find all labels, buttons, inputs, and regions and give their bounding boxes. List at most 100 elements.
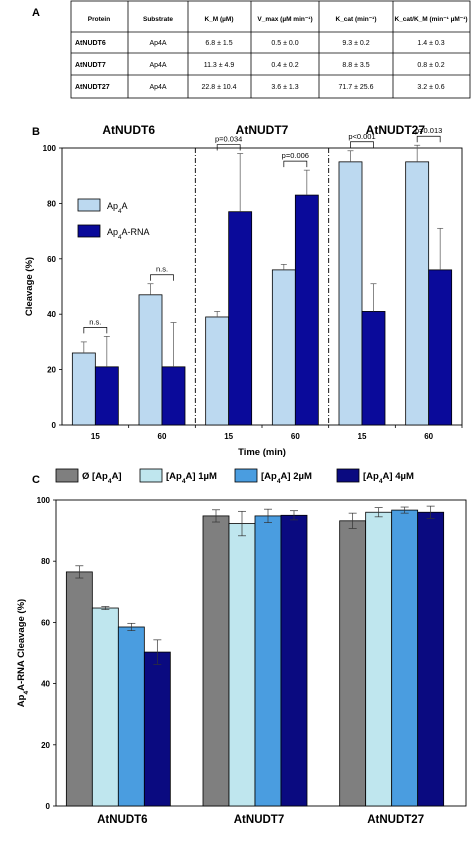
table-cell: 22.8 ± 10.4: [202, 84, 237, 91]
bar: [143, 651, 171, 807]
significance-bracket: [416, 135, 441, 143]
bar: [202, 515, 230, 807]
bar: [391, 509, 419, 807]
y-tick-label: 100: [43, 144, 57, 153]
legend-swatch: [77, 224, 101, 238]
p-value-label: n.s.: [89, 317, 101, 326]
table-cell: Ap4A: [149, 40, 166, 47]
bar: [161, 366, 186, 426]
x-tick-label: 60: [158, 432, 167, 441]
legend-label: [Ap4A] 4µM: [363, 471, 414, 485]
y-axis-label: Cleavage (%): [24, 257, 35, 316]
legend-swatch: [336, 468, 360, 483]
significance-bracket: [350, 141, 374, 148]
y-axis-label: Ap4A-RNA Cleavage (%): [16, 599, 30, 707]
y-tick-label: 60: [47, 255, 56, 264]
p-value-label: p=0.006: [282, 151, 309, 160]
x-tick-label: AtNUDT6: [97, 814, 147, 826]
bar: [117, 626, 145, 807]
legend-swatch: [234, 468, 258, 483]
bar: [65, 571, 93, 807]
legend-label: Ø [Ap4A]: [82, 471, 122, 485]
table-cell: 71.7 ± 25.6: [339, 84, 374, 91]
y-tick-label: 80: [41, 557, 50, 566]
group-title: AtNUDT6: [102, 123, 155, 137]
table-cell: 0.8 ± 0.2: [417, 62, 444, 69]
y-tick-label: 60: [41, 618, 50, 627]
table-cell: 3.6 ± 1.3: [271, 84, 298, 91]
bar: [365, 511, 393, 807]
y-tick-label: 20: [47, 366, 56, 375]
bar: [417, 511, 445, 807]
p-value-label: n.s.: [156, 265, 168, 274]
table-cell: 1.4 ± 0.3: [417, 40, 444, 47]
legend-label: [Ap4A] 1µM: [166, 471, 217, 485]
bar: [228, 523, 256, 807]
kinetics-table: Protein Substrate K_M (µM) V_max (µM min…: [70, 0, 471, 99]
bar: [428, 269, 453, 426]
bar: [271, 269, 296, 426]
significance-bracket: [216, 144, 241, 151]
x-tick-label: 60: [291, 432, 300, 441]
y-tick-label: 20: [41, 741, 50, 750]
table-cell: Ap4A: [149, 84, 166, 91]
panel-label-b: B: [32, 126, 40, 138]
group-title: AtNUDT27: [366, 123, 426, 137]
bar: [294, 194, 319, 426]
table-header: K_cat (min⁻¹): [336, 16, 377, 23]
table-border: [70, 0, 471, 99]
legend-swatch: [77, 198, 101, 212]
table-cell: 11.3 ± 4.9: [204, 62, 235, 69]
x-axis-label: Time (min): [238, 447, 286, 458]
table-cell: 9.3 ± 0.2: [342, 40, 369, 47]
table-cell: AtNUDT6: [75, 40, 106, 47]
significance-bracket: [283, 160, 308, 168]
x-tick-label: 15: [91, 432, 100, 441]
y-tick-label: 80: [47, 199, 56, 208]
bar: [361, 311, 386, 426]
p-value-label: p=0.034: [215, 135, 242, 144]
table-header: K_cat/K_M (min⁻¹ µM⁻¹): [394, 16, 467, 23]
table-cell: 0.4 ± 0.2: [271, 62, 298, 69]
table-header: V_max (µM min⁻¹): [257, 16, 312, 23]
legend-label: Ap4A: [107, 201, 128, 215]
legend-label: [Ap4A] 2µM: [261, 471, 312, 485]
panel-label-c: C: [32, 474, 40, 486]
x-tick-label: 60: [424, 432, 433, 441]
table-cell: AtNUDT7: [75, 62, 106, 69]
chart-b: 0 20 40 60 80 100 Cleavage (%) Time (min) AtNUDT…: [24, 123, 463, 458]
bar: [254, 515, 282, 807]
bar: [405, 161, 430, 426]
bar: [339, 520, 367, 807]
x-tick-label: AtNUDT27: [367, 814, 424, 826]
p-value-label: p<0.001: [348, 132, 375, 141]
y-tick-label: 0: [46, 802, 51, 811]
panel-label-a: A: [32, 7, 40, 19]
table-cell: 0.5 ± 0.0: [271, 40, 298, 47]
table-header: K_M (µM): [204, 16, 233, 23]
bar: [205, 316, 230, 426]
significance-bracket: [83, 327, 108, 334]
bar: [91, 607, 119, 807]
table-cell: AtNUDT27: [75, 84, 110, 91]
x-tick-label: 15: [224, 432, 233, 441]
bar: [94, 366, 119, 426]
bar: [138, 294, 163, 426]
bar: [280, 514, 308, 807]
legend-swatch: [55, 468, 79, 483]
table-header: Protein: [88, 16, 110, 23]
bar: [71, 352, 96, 426]
chart-c: 0 20 40 60 80 100 Ap4A-RNA Cleavage (%) AtNUDT6…: [16, 468, 467, 826]
table-cell: 6.8 ± 1.5: [205, 40, 232, 47]
y-tick-label: 40: [47, 310, 56, 319]
table-cell: Ap4A: [149, 62, 166, 69]
y-tick-label: 0: [52, 421, 57, 430]
legend-swatch: [139, 468, 163, 483]
plot-frame: [61, 147, 463, 426]
group-title: AtNUDT7: [236, 123, 289, 137]
p-value-label: p=0.013: [415, 126, 442, 135]
y-tick-label: 40: [41, 680, 50, 689]
table-header: Substrate: [143, 16, 173, 23]
legend-label: Ap4A-RNA: [107, 227, 150, 241]
